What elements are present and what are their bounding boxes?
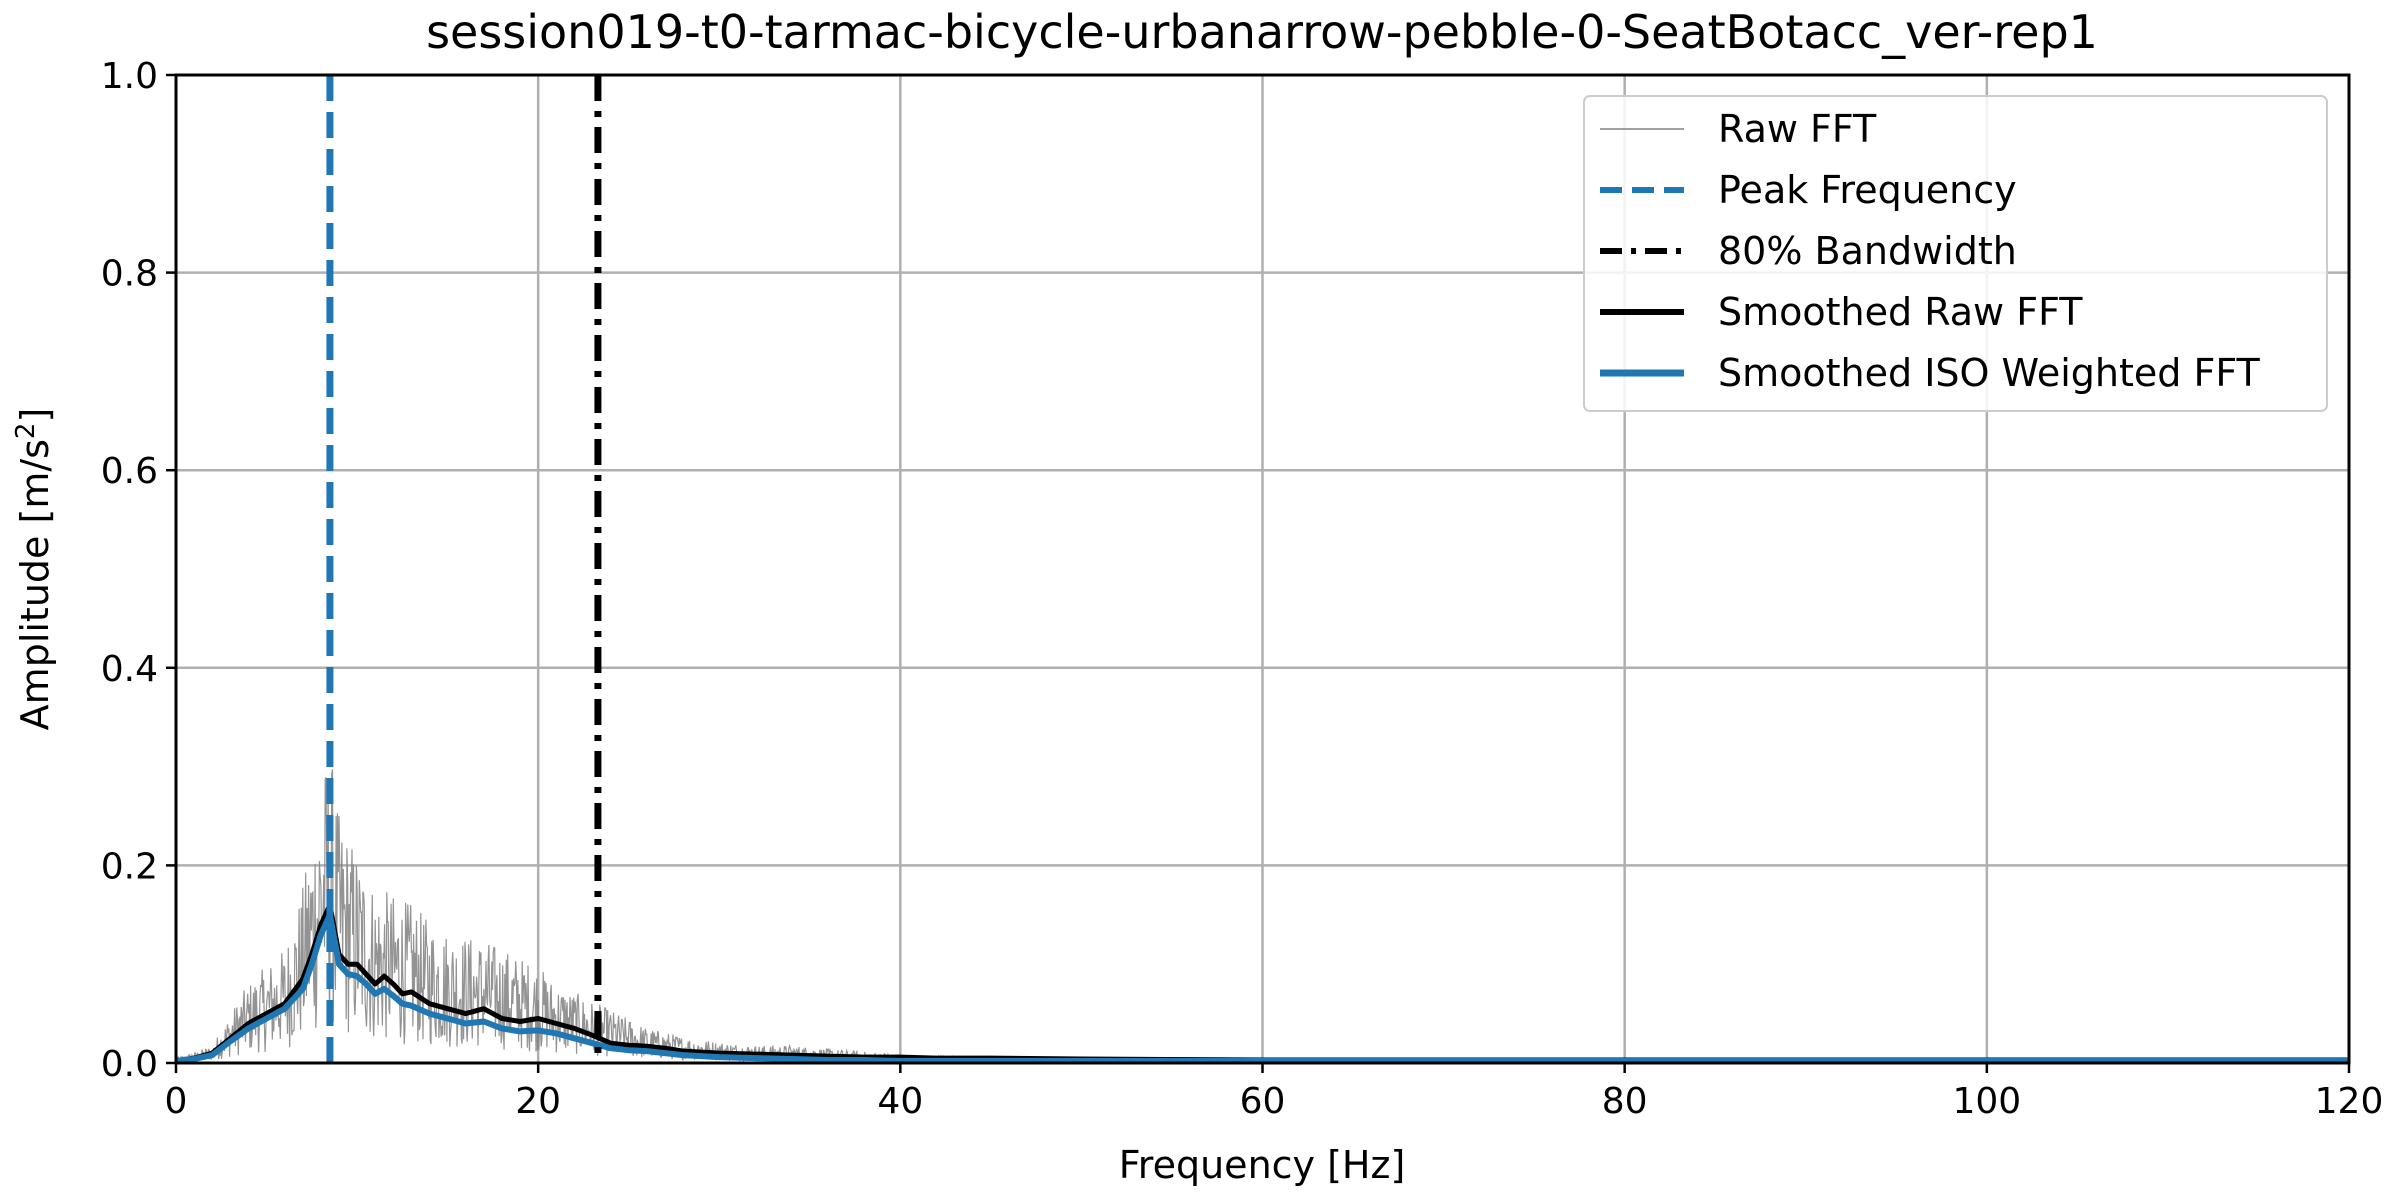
- x-tick-label: 100: [1952, 1081, 2021, 1122]
- x-tick-label: 60: [1240, 1081, 1286, 1122]
- x-tick-label: 40: [877, 1081, 923, 1122]
- y-tick-label: 0.6: [101, 451, 158, 492]
- legend-label: Raw FFT: [1718, 107, 1877, 151]
- legend-box: [1583, 95, 2328, 412]
- legend-label: Smoothed ISO Weighted FFT: [1718, 351, 2261, 395]
- x-tick-label: 20: [515, 1081, 561, 1122]
- x-tick-label: 80: [1602, 1081, 1648, 1122]
- legend-label: Smoothed Raw FFT: [1718, 290, 2083, 334]
- legend: Raw FFT Peak Frequency 80% Bandwidth Smooth…: [1583, 95, 2328, 412]
- x-tick-label: 0: [165, 1081, 188, 1122]
- smoothed-iso-weighted-fft-line: [176, 911, 2349, 1063]
- legend-label: Peak Frequency: [1718, 168, 2017, 212]
- y-tick-label: 1.0: [101, 56, 158, 97]
- x-tick-label: 120: [2315, 1081, 2384, 1122]
- y-tick-label: 0.0: [101, 1044, 158, 1085]
- y-tick-label: 0.4: [101, 649, 158, 690]
- y-axis-label: Amplitude [m/s2]: [11, 408, 57, 731]
- y-tick-label: 0.8: [101, 254, 158, 295]
- x-axis-label: Frequency [Hz]: [1119, 1143, 1406, 1187]
- chart-title: session019-t0-tarmac-bicycle-urbanarrow-…: [426, 5, 2098, 59]
- y-tick-label: 0.2: [101, 846, 158, 887]
- smoothed-raw-fft-line: [176, 902, 2349, 1063]
- legend-label: 80% Bandwidth: [1718, 229, 2017, 273]
- axis-ticks: 0 20 40 60 80 100 120 0.0 0.2 0.4 0.6 0.8 1.0: [101, 56, 2384, 1122]
